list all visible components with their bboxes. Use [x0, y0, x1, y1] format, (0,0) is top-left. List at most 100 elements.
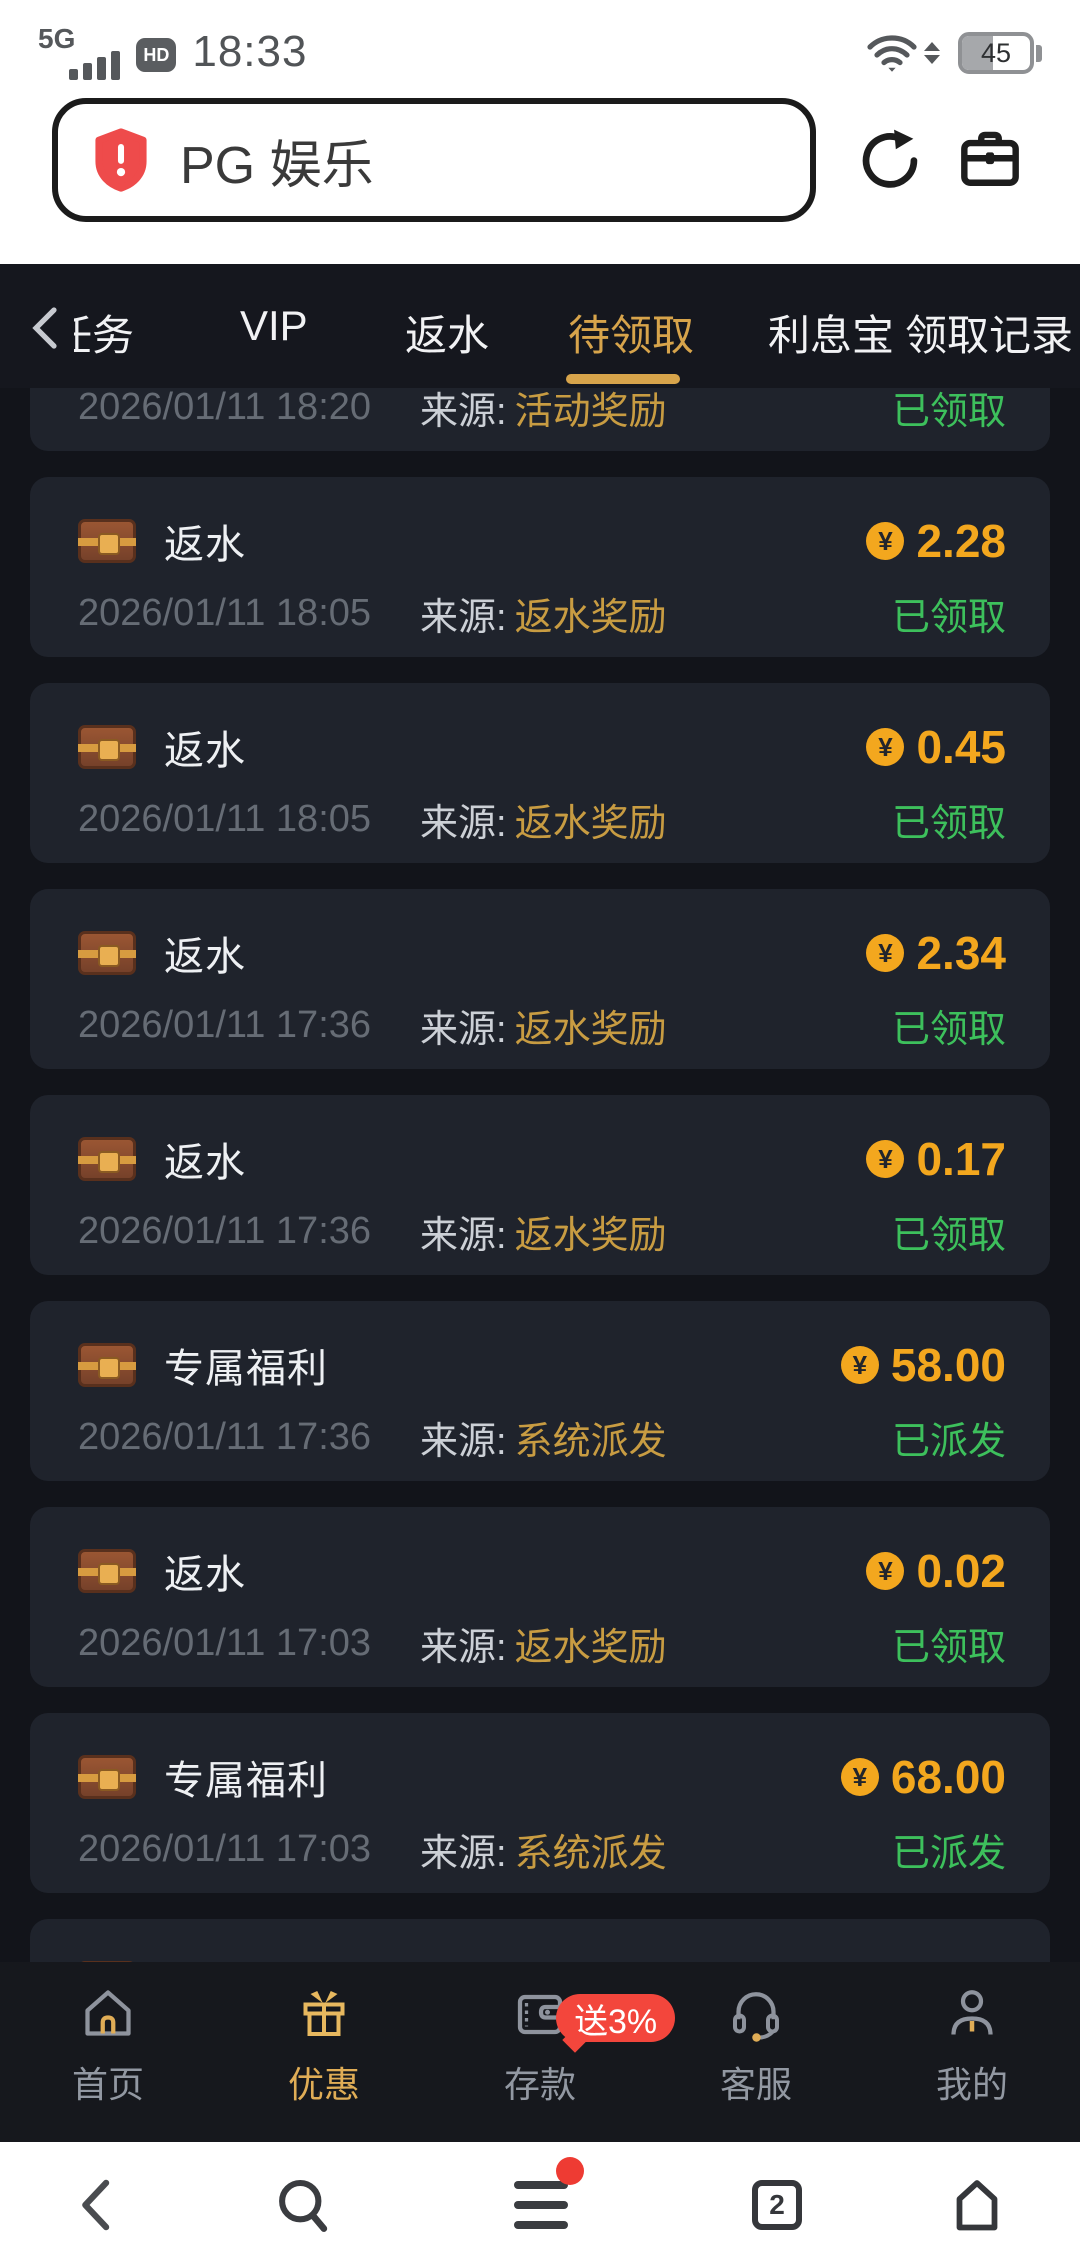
treasure-chest-icon: [78, 519, 136, 563]
reward-source: 返水奖励: [514, 596, 667, 639]
browser-header: PG 娱乐: [0, 90, 1080, 264]
treasure-chest-icon: [78, 1755, 136, 1799]
reward-title: 返水: [164, 1553, 246, 1597]
active-tab-underline: [566, 374, 680, 384]
status-bar: 5G HD 18:33 45: [0, 0, 1080, 90]
hamburger-menu-icon: [514, 2157, 584, 2241]
tab-vip[interactable]: VIP: [240, 302, 308, 349]
reward-source: 系统派发: [514, 1420, 667, 1463]
hd-badge: HD: [136, 38, 177, 72]
reward-card[interactable]: 返水 ¥0.17 2026/01/11 17:36 来源: 返水奖励 已领取: [30, 1095, 1050, 1275]
reward-title: 返水: [164, 729, 246, 773]
person-icon: [942, 1980, 1002, 2046]
refresh-button[interactable]: [852, 122, 928, 198]
battery-icon: 45: [958, 32, 1034, 74]
reward-amount: 2.34: [916, 927, 1006, 979]
security-warning-shield-icon: [95, 128, 147, 192]
reward-amount: 2.28: [916, 515, 1006, 567]
reward-card[interactable]: [30, 1919, 1050, 1962]
reward-date: 2026/01/11 18:20: [78, 388, 372, 428]
browser-search-button[interactable]: [248, 2142, 358, 2268]
browser-tabs-button[interactable]: 2: [722, 2142, 832, 2268]
tab-tasks[interactable]: 任务: [74, 312, 135, 359]
reward-card[interactable]: 返水 ¥2.28 2026/01/11 18:05 来源: 返水奖励 已领取: [30, 477, 1050, 657]
status-badge: 已派发: [891, 1420, 1006, 1463]
reward-source: 返水奖励: [514, 1626, 667, 1669]
cell-signal-icon: 5G: [38, 11, 121, 80]
status-badge: 已领取: [891, 802, 1006, 845]
reward-title: 专属福利: [164, 1347, 328, 1391]
status-badge: 已派发: [891, 1832, 1006, 1875]
status-badge: 已领取: [891, 1626, 1006, 1669]
reward-title: 返水: [164, 523, 246, 567]
reward-title: 返水: [164, 1141, 246, 1185]
reward-source: 返水奖励: [514, 1008, 667, 1051]
treasure-chest-icon: [78, 931, 136, 975]
source-label: 来源:: [420, 1832, 507, 1875]
source-label: 来源:: [420, 390, 507, 433]
tab-interest[interactable]: 利息宝: [768, 312, 895, 359]
reward-card[interactable]: 返水 ¥0.45 2026/01/11 18:05 来源: 返水奖励 已领取: [30, 683, 1050, 863]
reward-source: 返水奖励: [514, 802, 667, 845]
reward-card[interactable]: 专属福利 ¥58.00 2026/01/11 17:36 来源: 系统派发 已派…: [30, 1301, 1050, 1481]
reward-source: 活动奖励: [514, 390, 667, 433]
source-label: 来源:: [420, 1626, 507, 1669]
nav-item-support[interactable]: 客服: [676, 1980, 836, 2108]
status-badge: 已领取: [891, 596, 1006, 639]
home-icon: [78, 1980, 138, 2046]
rewards-list[interactable]: 2026/01/11 18:20 来源: 活动奖励 已领取 返水 ¥2.28 2…: [0, 388, 1080, 1962]
reward-card[interactable]: 专属福利 ¥68.00 2026/01/11 17:03 来源: 系统派发 已派…: [30, 1713, 1050, 1893]
reward-title: 专属福利: [164, 1759, 328, 1803]
nav-item-promotions[interactable]: 优惠: [244, 1980, 404, 2108]
source-label: 来源:: [420, 1008, 507, 1051]
battery-percent: 45: [980, 37, 1012, 68]
headset-icon: [726, 1980, 786, 2046]
browser-home-button[interactable]: [922, 2142, 1032, 2268]
gift-icon: [294, 1980, 354, 2046]
reward-card[interactable]: 2026/01/11 18:20 来源: 活动奖励 已领取: [30, 388, 1050, 451]
source-label: 来源:: [420, 1420, 507, 1463]
reward-card[interactable]: 返水 ¥2.34 2026/01/11 17:36 来源: 返水奖励 已领取: [30, 889, 1050, 1069]
reward-date: 2026/01/11 17:36: [78, 1415, 372, 1458]
treasure-chest-icon: [78, 725, 136, 769]
source-label: 来源:: [420, 802, 507, 845]
address-bar[interactable]: PG 娱乐: [52, 98, 816, 222]
status-badge: 已领取: [891, 1008, 1006, 1051]
data-arrows-icon: [924, 42, 940, 64]
wifi-icon: [867, 35, 917, 72]
nav-item-deposit[interactable]: 存款: [460, 1980, 620, 2108]
treasure-chest-icon: [78, 1549, 136, 1593]
reward-card[interactable]: 返水 ¥0.02 2026/01/11 17:03 来源: 返水奖励 已领取: [30, 1507, 1050, 1687]
reward-date: 2026/01/11 17:36: [78, 1209, 372, 1252]
reward-date: 2026/01/11 17:03: [78, 1827, 372, 1870]
reward-date: 2026/01/11 18:05: [78, 591, 372, 634]
browser-back-button[interactable]: [42, 2142, 152, 2268]
notification-dot: [556, 2157, 584, 2185]
yuan-coin-icon: ¥: [866, 1552, 905, 1590]
reward-date: 2026/01/11 17:36: [78, 1003, 372, 1046]
back-chevron-button[interactable]: [26, 306, 66, 350]
yuan-coin-icon: ¥: [866, 522, 905, 560]
reward-source: 系统派发: [514, 1832, 667, 1875]
tab-claim-history[interactable]: 领取记录: [905, 312, 1074, 359]
treasure-chest-icon: [78, 1137, 136, 1181]
browser-menu-button[interactable]: [486, 2142, 596, 2268]
source-label: 来源:: [420, 596, 507, 639]
deposit-bonus-badge: 送3%: [556, 1994, 676, 2042]
signal-bars-icon: [69, 50, 121, 80]
nav-item-home[interactable]: 首页: [28, 1980, 188, 2108]
url-text[interactable]: PG 娱乐: [180, 136, 374, 195]
yuan-coin-icon: ¥: [866, 728, 905, 766]
tab-pending-claims[interactable]: 待领取: [568, 312, 695, 359]
status-badge: 已领取: [891, 1214, 1006, 1257]
reward-date: 2026/01/11 17:03: [78, 1621, 372, 1664]
category-tab-bar: 任务 VIP 返水 待领取 利息宝 领取记录: [0, 264, 1080, 388]
yuan-coin-icon: ¥: [866, 934, 905, 972]
app-bottom-nav: 首页 优惠 存款: [0, 1962, 1080, 2142]
status-time: 18:33: [192, 27, 308, 76]
nav-item-profile[interactable]: 我的: [892, 1980, 1052, 2108]
reward-amount: 68.00: [890, 1751, 1006, 1803]
tab-rebate[interactable]: 返水: [405, 312, 490, 359]
reward-amount: 0.02: [916, 1545, 1006, 1597]
briefcase-button[interactable]: [952, 122, 1028, 198]
